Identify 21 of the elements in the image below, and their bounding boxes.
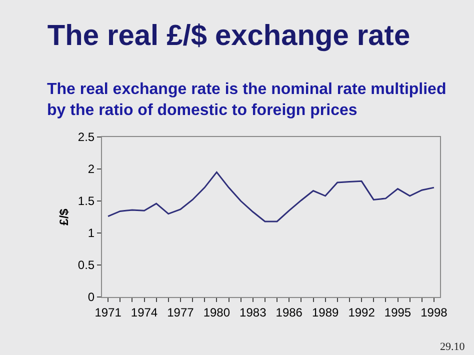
- x-tick-label: 1974: [130, 305, 158, 320]
- x-tick-label: 1992: [348, 305, 376, 320]
- y-tick-label: 2: [88, 162, 95, 176]
- x-tick-label: 1986: [276, 305, 303, 320]
- y-axis-title: £/$: [57, 208, 72, 226]
- x-tick-label: 1980: [203, 305, 230, 320]
- y-tick-label: 1: [88, 226, 95, 240]
- x-tick-label: 1998: [420, 305, 448, 320]
- y-tick-label: 0.5: [78, 258, 95, 272]
- x-tick-label: 1977: [167, 305, 194, 320]
- y-tick-label: 0: [88, 290, 95, 304]
- x-tick-label: 1971: [94, 305, 122, 320]
- line-series: [107, 171, 435, 222]
- x-tick-label: 1995: [384, 305, 412, 320]
- x-tick-label: 1983: [240, 305, 267, 320]
- chart-title: The real £/$ exchange rate: [47, 20, 410, 52]
- y-tick-label: 2.5: [78, 130, 95, 144]
- y-tick-label: 1.5: [78, 194, 95, 208]
- chart-subtitle: The real exchange rate is the nominal rate multiplied by the ratio of domestic to foreign prices: [47, 81, 446, 119]
- x-tick-label: 1989: [312, 305, 339, 320]
- text: 29.10: [440, 341, 466, 353]
